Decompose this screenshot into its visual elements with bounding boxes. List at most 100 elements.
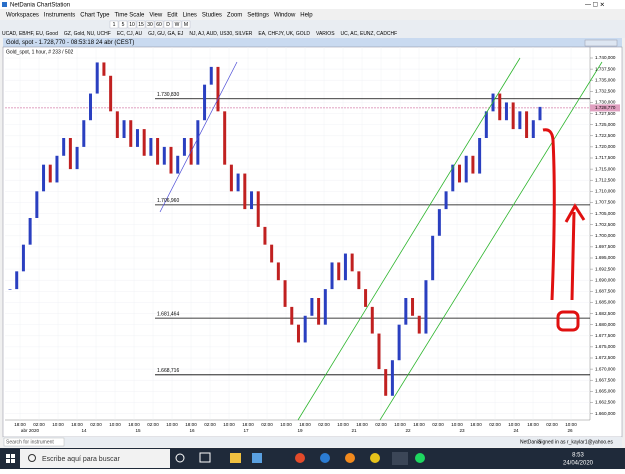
- candle: [122, 120, 126, 138]
- price-tick-label: 1.712,500: [595, 177, 616, 182]
- instrument-group[interactable]: EA, CHFJY, UK, GOLD: [258, 31, 310, 37]
- level-label: 1.668,716: [157, 368, 179, 374]
- instrument-group[interactable]: UC, AC, EUNZ, CADCHF: [341, 31, 398, 37]
- timeframe-button[interactable]: [109, 20, 119, 29]
- candle: [176, 155, 180, 174]
- explorer-icon[interactable]: [230, 453, 241, 463]
- window-controls[interactable]: — ☐ ✕: [585, 2, 605, 9]
- date-label: 19: [297, 428, 303, 433]
- candle: [156, 138, 160, 165]
- menu-item[interactable]: Instruments: [44, 13, 75, 19]
- price-tick-label: 1.660,000: [595, 411, 616, 416]
- menu-item[interactable]: Chart Type: [80, 13, 110, 19]
- candle: [457, 164, 461, 183]
- chart-window-controls[interactable]: [584, 39, 618, 47]
- instrument-group[interactable]: VARIOS: [316, 31, 335, 37]
- timeframe-button[interactable]: [136, 20, 146, 29]
- menu-item[interactable]: Help: [300, 13, 313, 19]
- time-label: 10:00: [451, 422, 463, 427]
- time-label: 18:00: [299, 422, 311, 427]
- candle: [68, 138, 72, 170]
- price-tick-label: 1.717,500: [595, 155, 616, 160]
- windows-logo: [6, 454, 15, 463]
- instrument-group[interactable]: NJ, AJ, AUD, US30, SILVER: [189, 31, 252, 37]
- time-label: 18:00: [185, 422, 197, 427]
- candle: [62, 138, 66, 156]
- time-label: 02:00: [90, 422, 102, 427]
- price-tick-label: 1.675,000: [595, 344, 616, 349]
- candle: [55, 155, 59, 183]
- candle: [290, 306, 294, 325]
- timeframe-button[interactable]: [181, 20, 191, 29]
- time-label: 18:00: [14, 422, 26, 427]
- instrument-group[interactable]: UCAD, EB/HF, EU, Good: [2, 31, 58, 37]
- price-tick-label: 1.737,500: [595, 66, 616, 71]
- active-app-icon[interactable]: [392, 452, 408, 465]
- timeframe-button[interactable]: [172, 20, 182, 29]
- candle: [323, 289, 327, 325]
- chart-window-title-bar: [3, 38, 622, 47]
- candle: [484, 111, 488, 138]
- start-button[interactable]: [0, 448, 20, 469]
- candle: [135, 129, 139, 147]
- timeframe-button[interactable]: [163, 20, 173, 29]
- candle: [451, 164, 455, 192]
- price-tick-label: 1.732,500: [595, 89, 616, 94]
- app-icon: [2, 2, 7, 7]
- candles: [8, 62, 542, 396]
- menu-item[interactable]: Lines: [183, 13, 197, 19]
- chrome-icon[interactable]: [370, 453, 380, 463]
- menu-item[interactable]: Workspaces: [6, 13, 39, 19]
- instrument-group[interactable]: EC, CJ, AU: [117, 31, 143, 37]
- candle: [15, 271, 19, 290]
- store-icon[interactable]: [252, 453, 262, 463]
- taskbar-search[interactable]: [20, 449, 170, 468]
- timeframe-button[interactable]: [145, 20, 155, 29]
- candle: [115, 111, 119, 138]
- timeframe-button[interactable]: [127, 20, 137, 29]
- time-label: 10:00: [280, 422, 292, 427]
- menu-item[interactable]: Settings: [247, 13, 269, 19]
- menu-item[interactable]: Edit: [167, 13, 178, 19]
- price-tick-label: 1.740,000: [595, 55, 616, 60]
- candle: [216, 66, 220, 112]
- candle: [48, 164, 52, 183]
- timeframe-button[interactable]: [118, 20, 128, 29]
- time-label: 02:00: [204, 422, 216, 427]
- price-tick-label: 1.682,500: [595, 311, 616, 316]
- candle: [350, 253, 354, 272]
- instrument-group[interactable]: GJ, GU, GA, EJ: [148, 31, 184, 37]
- timeframe-button[interactable]: [154, 20, 164, 29]
- candle: [518, 111, 522, 130]
- price-tick-label: 1.705,000: [595, 211, 616, 216]
- price-tick-label: 1.727,500: [595, 111, 616, 116]
- price-tick-label: 1.662,500: [595, 400, 616, 405]
- firefox-icon[interactable]: [345, 453, 355, 463]
- opera-icon[interactable]: [295, 453, 305, 463]
- instrument-search[interactable]: [3, 437, 65, 447]
- edge-icon[interactable]: [320, 453, 330, 463]
- cortana-icon[interactable]: [175, 453, 185, 463]
- menu-item[interactable]: Zoom: [227, 13, 242, 19]
- candle: [203, 84, 207, 121]
- spotify-icon[interactable]: [415, 453, 425, 463]
- price-tick-label: 1.710,000: [595, 189, 616, 194]
- time-label: 10:00: [337, 422, 349, 427]
- candle: [21, 244, 25, 272]
- menu-item[interactable]: Time Scale: [115, 13, 145, 19]
- candle: [437, 209, 441, 236]
- price-tick-label: 1.692,500: [595, 266, 616, 271]
- candle: [397, 324, 401, 361]
- menu-item[interactable]: Window: [274, 13, 296, 19]
- taskview-icon[interactable]: [199, 452, 211, 463]
- price-tick-label: 1.715,000: [595, 166, 616, 171]
- instrument-group[interactable]: GZ, Gold, NU, UCHF: [64, 31, 111, 37]
- menu-item[interactable]: Studies: [202, 13, 222, 19]
- window-title: NetDania ChartStation: [10, 3, 70, 9]
- candle: [250, 191, 254, 210]
- channel-line: [297, 57, 521, 421]
- menu-item[interactable]: View: [149, 13, 163, 19]
- price-tick-label: 1.672,500: [595, 355, 616, 360]
- time-label: 10:00: [109, 422, 121, 427]
- clock-date: 24/04/2020: [563, 461, 594, 467]
